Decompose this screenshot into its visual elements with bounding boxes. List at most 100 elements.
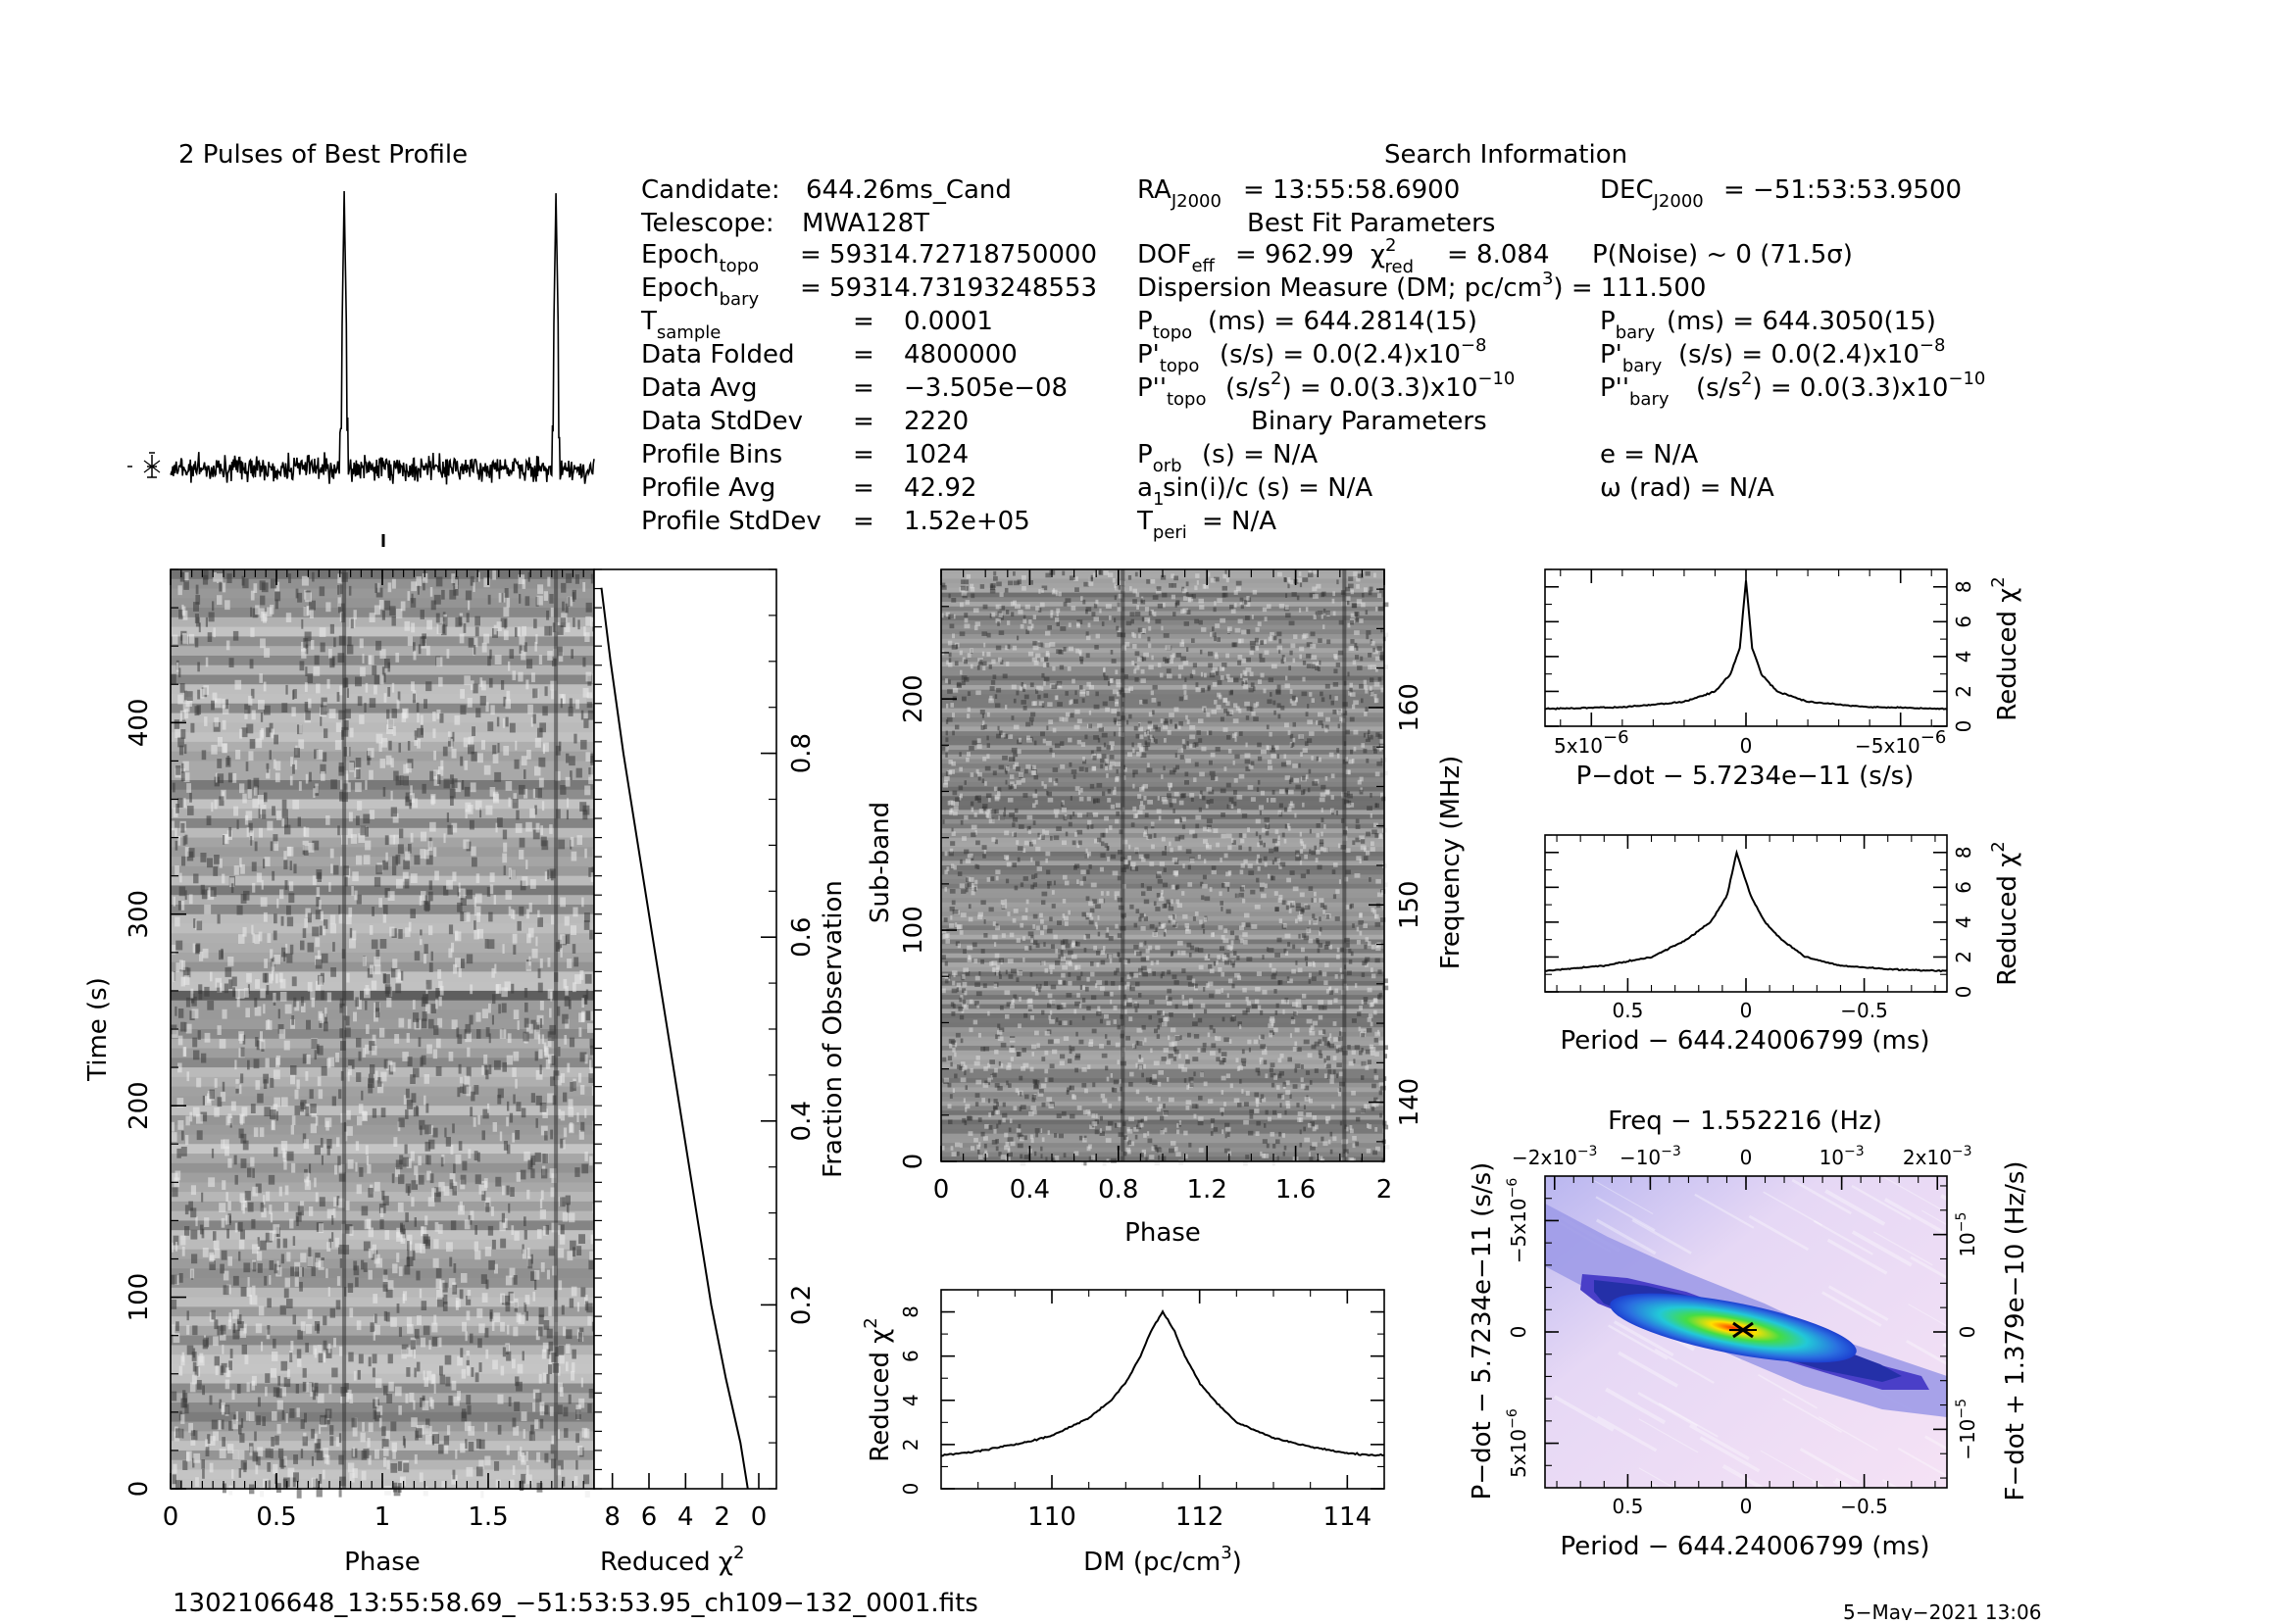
noise-cell [1134, 677, 1138, 682]
noise-cell [379, 600, 384, 610]
noise-cell [239, 1468, 241, 1478]
noise-cell [1022, 936, 1025, 941]
noise-cell [1045, 852, 1050, 857]
noise-cell [971, 1068, 973, 1073]
noise-cell [1049, 1019, 1055, 1024]
noise-cell [272, 1411, 277, 1421]
noise-cell [543, 1373, 547, 1383]
noise-cell [1049, 1077, 1054, 1082]
noise-cell [1337, 754, 1340, 759]
noise-cell [1325, 684, 1330, 689]
noise-cell [1235, 628, 1241, 633]
noise-cell [1226, 834, 1232, 839]
time-phase-x-tick: 0 [163, 1502, 179, 1532]
noise-cell [388, 582, 392, 592]
noise-cell [503, 718, 505, 728]
noise-cell [996, 1147, 999, 1152]
noise-cell [1249, 688, 1254, 693]
noise-cell [254, 998, 257, 1008]
noise-cell [540, 825, 543, 835]
noise-cell [526, 1190, 529, 1200]
noise-cell [297, 1407, 300, 1417]
noise-cell [257, 1094, 264, 1104]
noise-cell [494, 964, 496, 974]
noise-cell [473, 582, 474, 592]
noise-cell [356, 758, 362, 767]
noise-cell [217, 759, 222, 768]
noise-cell [497, 621, 502, 631]
noise-cell [447, 649, 450, 659]
noise-cell [1132, 599, 1137, 604]
noise-cell [986, 754, 989, 759]
noise-cell [1301, 791, 1305, 796]
noise-cell [238, 1425, 242, 1435]
noise-cell [530, 879, 536, 889]
noise-cell [981, 1098, 985, 1103]
noise-cell [571, 925, 576, 935]
noise-cell [405, 1145, 408, 1155]
noise-cell [575, 1460, 577, 1470]
noise-cell [1006, 970, 1008, 975]
noise-cell [1107, 857, 1110, 861]
noise-cell [952, 713, 955, 717]
noise-cell [1105, 765, 1108, 770]
noise-cell [550, 626, 553, 636]
noise-cell [326, 1058, 330, 1068]
noise-cell [365, 780, 367, 790]
noise-cell [567, 798, 569, 808]
noise-cell [510, 649, 515, 659]
subband-row [941, 814, 1384, 819]
noise-cell [430, 587, 433, 597]
noise-cell [392, 1263, 397, 1273]
noise-cell [471, 1210, 474, 1220]
noise-cell [325, 1268, 328, 1278]
noise-cell [327, 993, 331, 1003]
noise-cell [228, 773, 232, 783]
noise-cell [1267, 798, 1269, 803]
noise-cell [430, 1400, 433, 1409]
noise-cell [1359, 684, 1364, 689]
noise-cell [457, 1087, 460, 1097]
noise-cell [310, 1104, 316, 1113]
time-phase-x-tick: 0.5 [256, 1502, 296, 1532]
noise-cell [537, 596, 543, 606]
noise-cell [1162, 1022, 1168, 1027]
noise-cell [1356, 819, 1360, 824]
noise-cell [348, 1283, 353, 1293]
noise-cell [395, 969, 400, 979]
noise-cell [524, 1018, 529, 1028]
noise-cell [1356, 1117, 1360, 1122]
noise-cell [485, 1350, 488, 1359]
noise-cell [505, 981, 511, 991]
noise-cell [1152, 711, 1155, 715]
noise-cell [1020, 686, 1022, 691]
noise-cell [287, 1152, 294, 1161]
noise-cell [977, 665, 980, 670]
noise-cell [465, 787, 471, 797]
noise-cell [1227, 805, 1231, 810]
noise-cell [359, 1052, 362, 1061]
noise-cell [1318, 949, 1321, 954]
noise-cell [455, 1450, 457, 1459]
noise-cell [1101, 842, 1105, 847]
noise-cell [193, 602, 199, 612]
noise-cell [285, 880, 288, 890]
noise-cell [575, 1433, 579, 1443]
noise-cell [451, 1220, 456, 1230]
noise-cell [1149, 713, 1153, 717]
noise-cell [453, 1470, 456, 1480]
noise-cell [1109, 615, 1112, 620]
subband-row [941, 986, 1384, 991]
noise-cell [256, 1415, 261, 1425]
noise-cell [535, 738, 541, 748]
noise-cell [514, 584, 518, 594]
noise-cell [586, 603, 592, 613]
subband-row [941, 1092, 1384, 1097]
noise-cell [1183, 745, 1187, 750]
noise-cell [255, 842, 258, 852]
noise-cell [281, 916, 284, 926]
noise-cell [424, 850, 429, 860]
noise-cell [1135, 1009, 1138, 1013]
subband-row [941, 1102, 1384, 1107]
